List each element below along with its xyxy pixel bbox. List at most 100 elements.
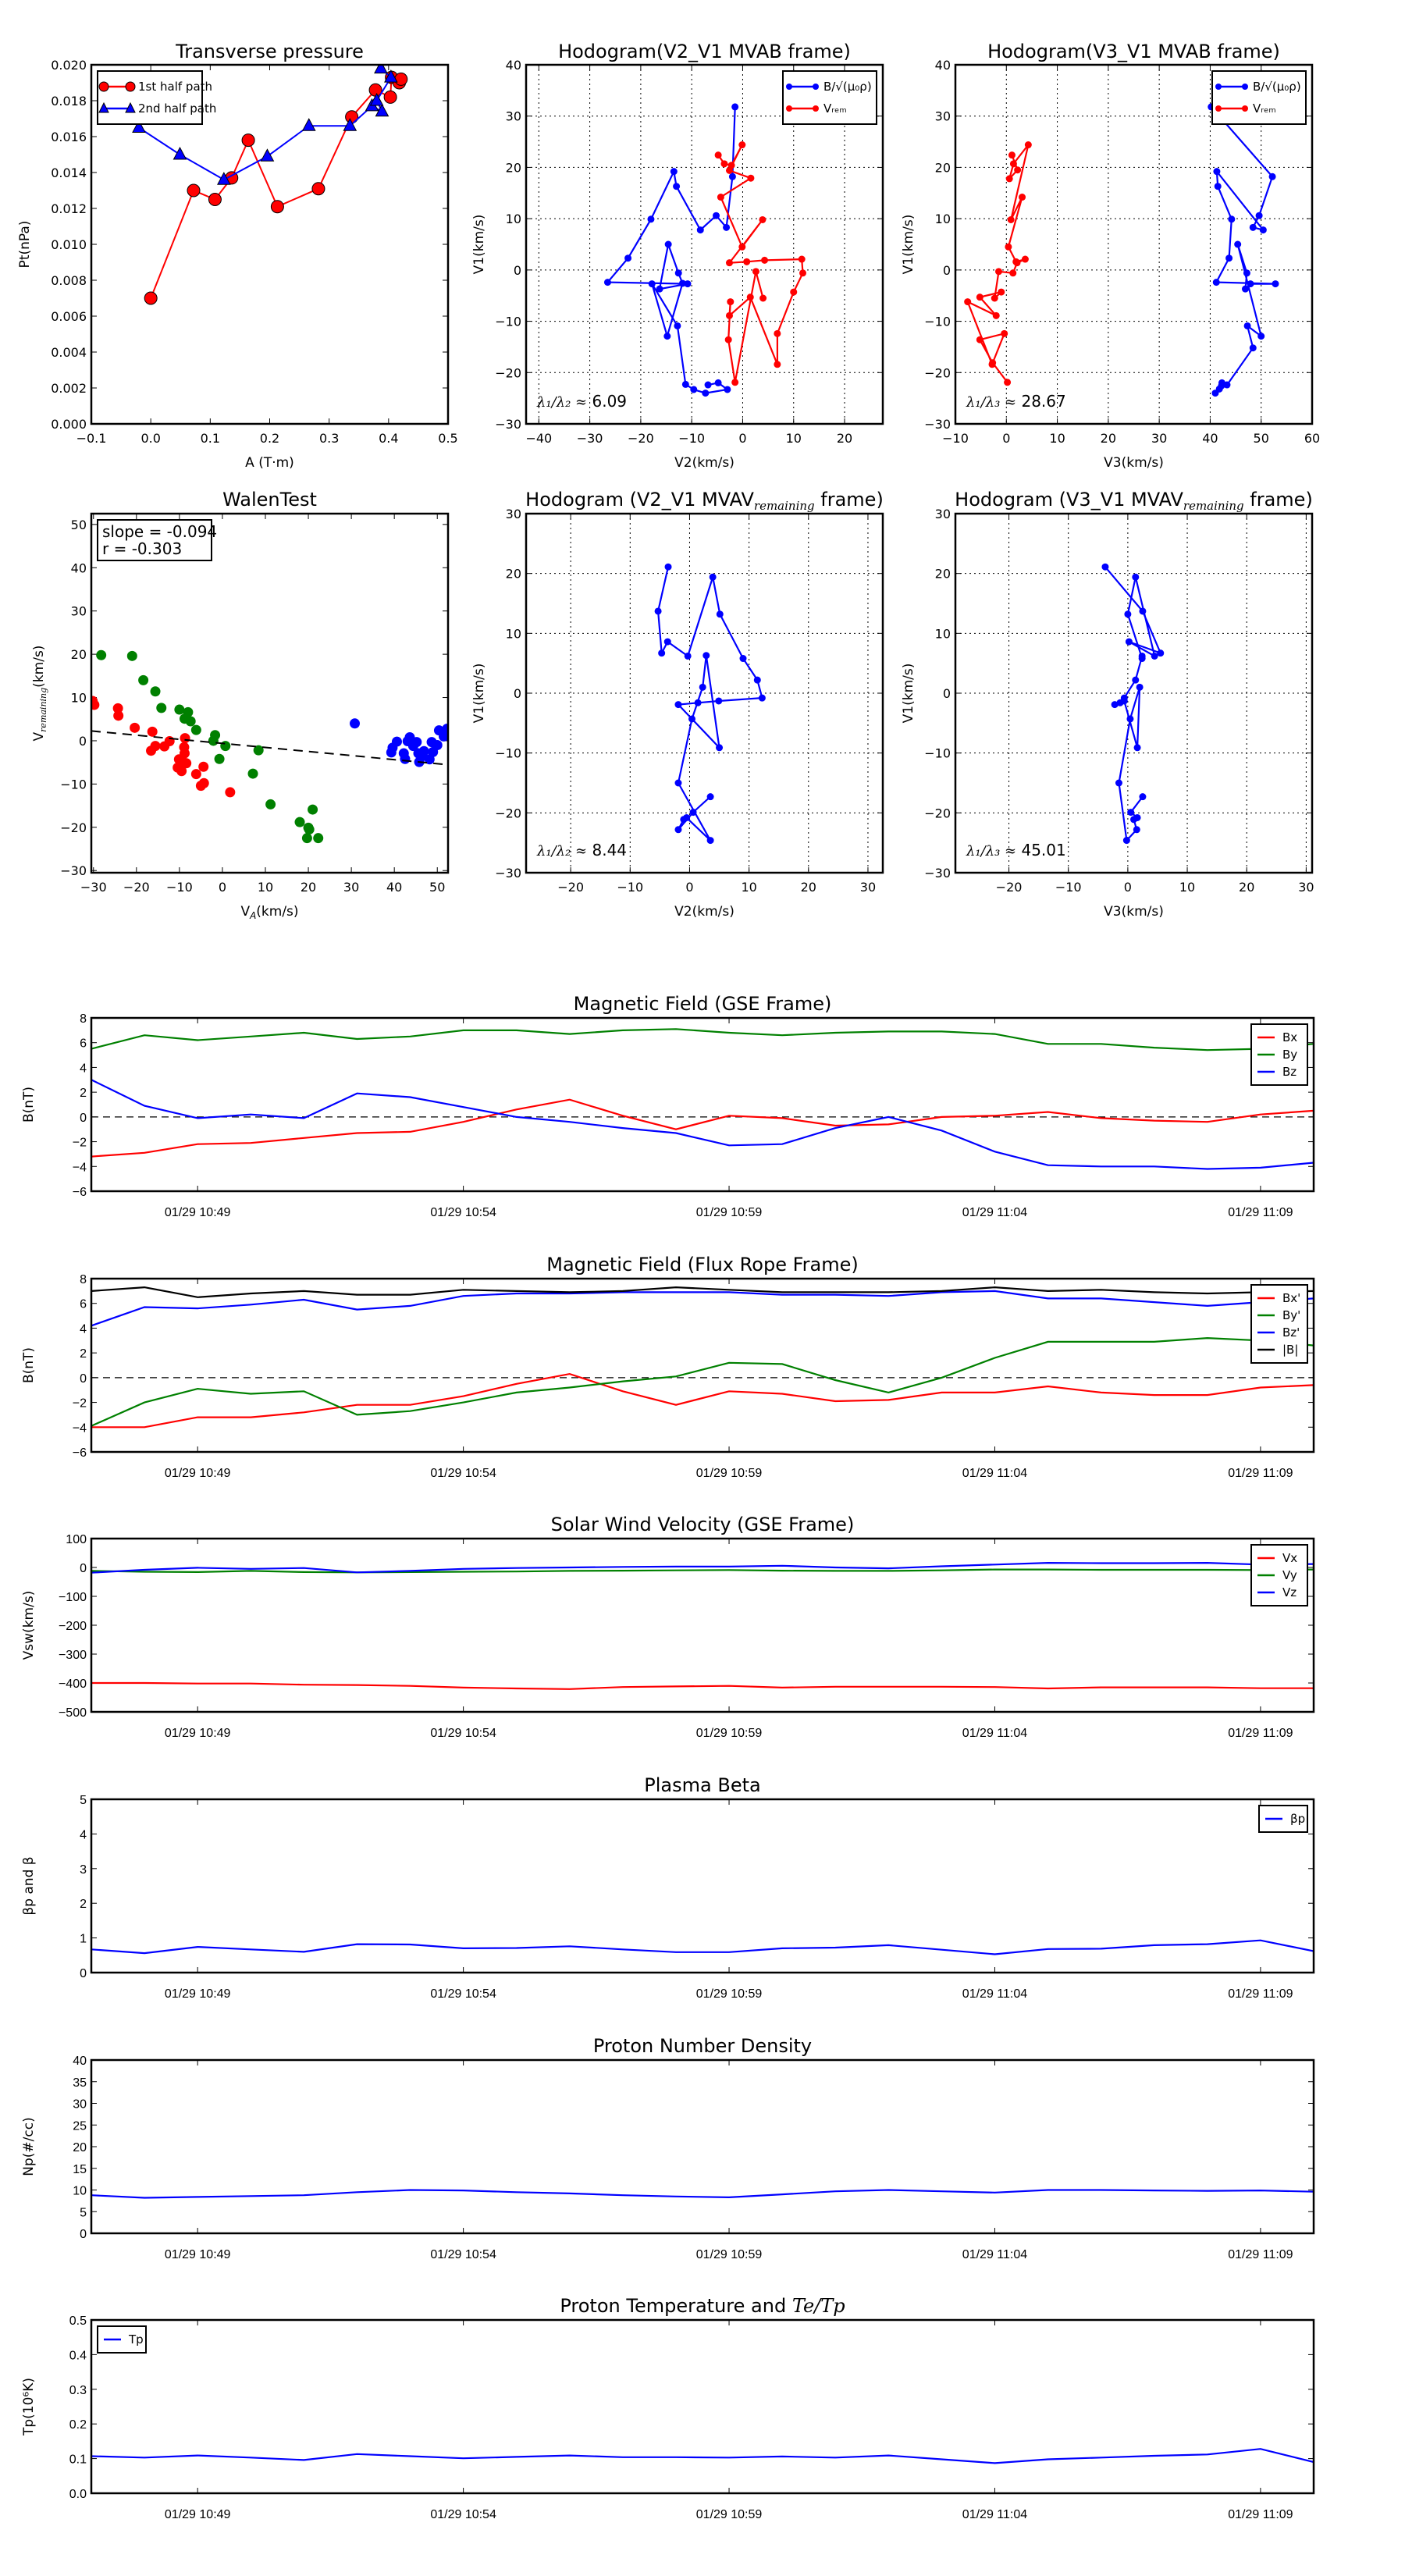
ytick-label: 10 bbox=[506, 212, 521, 226]
scatter-point bbox=[175, 763, 186, 774]
scatter-point bbox=[432, 740, 443, 751]
axes-frame bbox=[90, 1537, 1315, 1713]
chart-transverse-pressure: Transverse pressure 0.000 0.002 0.004 0.006 0… bbox=[17, 41, 458, 471]
scatter-point bbox=[247, 768, 258, 779]
legend: B/√(μ₀ρ) Vᵣₑₘ bbox=[782, 70, 877, 125]
data-point bbox=[680, 816, 688, 824]
ytick-label: 0.002 bbox=[51, 381, 87, 396]
data-point bbox=[1136, 683, 1144, 691]
ytick-label: −20 bbox=[924, 806, 951, 820]
y-axis-label: Tp(10⁶K) bbox=[21, 2378, 37, 2436]
ytick-label: 0 bbox=[943, 263, 951, 278]
ytick-label: 20 bbox=[506, 567, 521, 582]
data-point bbox=[759, 215, 767, 223]
data-point bbox=[684, 280, 692, 288]
ytick-label: −30 bbox=[924, 866, 951, 881]
xtick-label: −20 bbox=[557, 880, 584, 895]
ytick-label: −30 bbox=[924, 417, 951, 432]
ytick-label: 5 bbox=[80, 2206, 87, 2219]
data-point bbox=[994, 268, 1002, 276]
legend-marker bbox=[98, 101, 109, 113]
legend-label: Bz' bbox=[1282, 1325, 1300, 1340]
scatter-point bbox=[225, 787, 236, 798]
scatter-point bbox=[113, 710, 124, 721]
ytick-label: 30 bbox=[935, 507, 951, 521]
series-line-bx bbox=[91, 1098, 1314, 1158]
xtick-label: −0.1 bbox=[76, 431, 107, 446]
scatter-point bbox=[190, 724, 201, 735]
xtick-label: 0.0 bbox=[140, 431, 160, 446]
axes-frame bbox=[90, 512, 450, 874]
ytick-label: 0.004 bbox=[51, 345, 87, 360]
legend-marker bbox=[125, 81, 136, 92]
y-axis-label: βp and β bbox=[21, 1856, 37, 1915]
data-point bbox=[1133, 826, 1140, 834]
data-point bbox=[369, 92, 384, 106]
chart-solar-wind-velocity: Solar Wind Velocity (GSE Frame) −500 −400 −… bbox=[21, 1514, 1315, 1740]
ytick-label: 0.010 bbox=[51, 237, 87, 252]
ytick-label: 0.012 bbox=[51, 201, 87, 216]
legend: Tp bbox=[97, 2325, 147, 2354]
xtick-label: 01/29 10:54 bbox=[430, 1467, 496, 1480]
data-point bbox=[1101, 563, 1109, 571]
legend-label: By' bbox=[1282, 1308, 1300, 1322]
series-line-bx- bbox=[91, 1372, 1314, 1429]
xtick-label: 0.2 bbox=[260, 431, 279, 446]
xtick-label: −10 bbox=[166, 880, 193, 895]
data-point bbox=[187, 183, 201, 197]
scatter-point bbox=[150, 686, 161, 697]
axes-frame bbox=[954, 512, 1314, 874]
data-point bbox=[1133, 744, 1141, 752]
data-point bbox=[738, 243, 746, 251]
ytick-label: −20 bbox=[60, 820, 87, 835]
ytick-label: 0 bbox=[80, 1967, 87, 1980]
x-axis-label: A (T·m) bbox=[245, 455, 294, 471]
legend-label: Vᵣₑₘ bbox=[1253, 101, 1276, 116]
data-point bbox=[1014, 166, 1022, 174]
data-point bbox=[1111, 701, 1119, 709]
data-point bbox=[674, 269, 682, 277]
ytick-label: 40 bbox=[73, 2055, 87, 2068]
legend-marker bbox=[1242, 84, 1248, 90]
xtick-label: 60 bbox=[1304, 431, 1320, 446]
data-point bbox=[673, 183, 681, 190]
data-point bbox=[998, 288, 1005, 296]
series-line-b- bbox=[606, 106, 736, 394]
legend-marker bbox=[813, 84, 819, 90]
xtick-label: 01/29 10:49 bbox=[165, 2508, 231, 2521]
legend-label: βp bbox=[1290, 1812, 1305, 1826]
ytick-label: 0 bbox=[943, 686, 951, 701]
legend-label: Vᵣₑₘ bbox=[823, 101, 847, 116]
scatter-point bbox=[147, 726, 158, 737]
xtick-label: 01/29 10:59 bbox=[696, 1467, 763, 1480]
x-axis-label: V2(km/s) bbox=[674, 904, 735, 920]
ytick-label: 8 bbox=[80, 1012, 87, 1026]
scatter-point bbox=[301, 833, 312, 844]
ytick-label: −10 bbox=[924, 315, 951, 329]
ytick-label: −2 bbox=[73, 1137, 87, 1150]
ytick-label: 30 bbox=[71, 604, 87, 619]
ytick-label: −500 bbox=[59, 1706, 87, 1720]
data-point bbox=[724, 336, 732, 343]
axes-frame bbox=[90, 2318, 1315, 2495]
data-point bbox=[241, 133, 255, 148]
data-point bbox=[1009, 269, 1017, 277]
y-axis-label: B(nT) bbox=[21, 1347, 37, 1383]
axes-frame bbox=[525, 512, 884, 874]
data-point bbox=[717, 194, 724, 201]
data-point bbox=[761, 256, 769, 264]
xtick-label: 0.4 bbox=[379, 431, 398, 446]
axes-frame bbox=[525, 63, 884, 425]
chart-hodogram-v3v1-mvab: Hodogram(V3_V1 MVAB frame) −30 −20 −10 0 10 20… bbox=[901, 41, 1320, 471]
scatter-point bbox=[156, 703, 167, 713]
ytick-label: 4 bbox=[80, 1828, 87, 1841]
legend-label: 2nd half path bbox=[138, 101, 216, 116]
ytick-label: −300 bbox=[59, 1649, 87, 1662]
legend-marker bbox=[1215, 84, 1222, 90]
data-point bbox=[1139, 607, 1147, 615]
data-point bbox=[743, 258, 751, 265]
xtick-label: −10 bbox=[678, 431, 705, 446]
legend-label: B/√(μ₀ρ) bbox=[823, 80, 872, 94]
ytick-label: 30 bbox=[73, 2098, 87, 2112]
